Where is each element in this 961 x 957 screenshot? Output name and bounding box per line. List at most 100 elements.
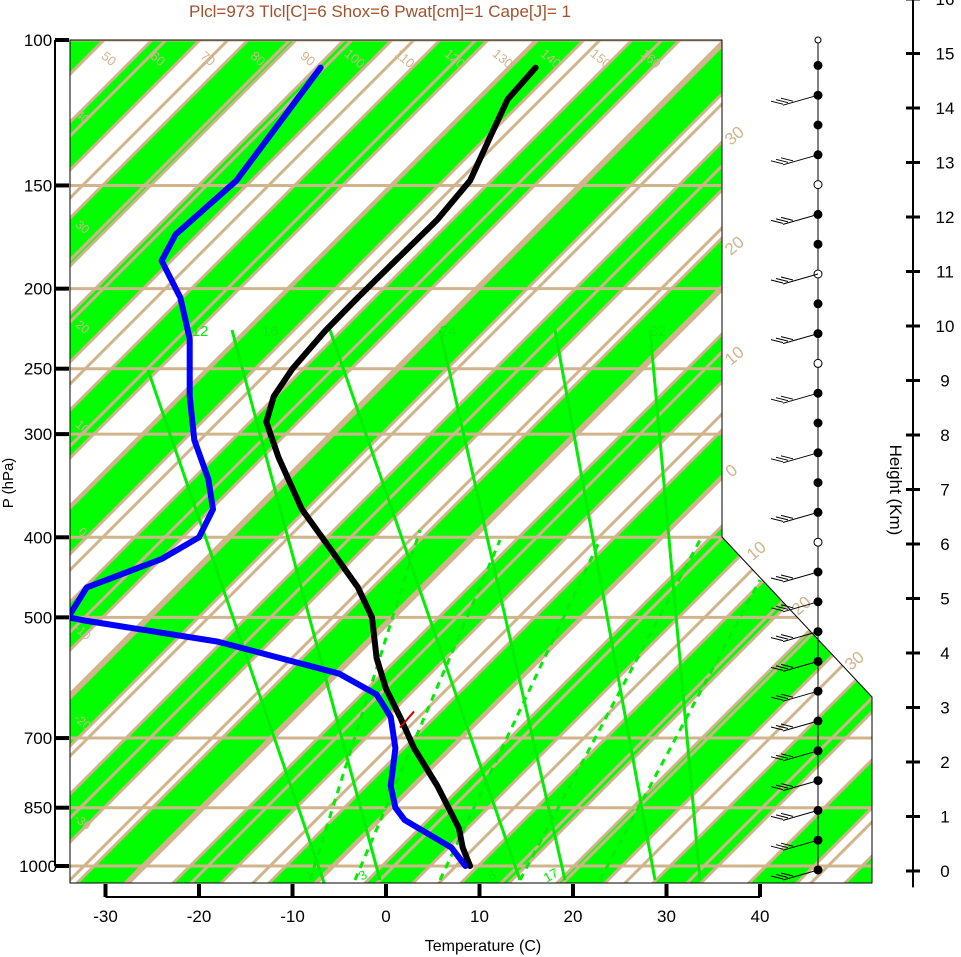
wind-barb: [782, 392, 819, 404]
wind-barb: [782, 869, 819, 881]
green-band: [70, 40, 720, 883]
wind-feather: [780, 216, 794, 221]
wind-dot: [813, 299, 823, 309]
wind-feather: [770, 845, 784, 850]
isotherm-line: [70, 40, 674, 883]
isotherm-line: [490, 40, 872, 883]
wind-feather: [775, 576, 789, 580]
wind-barb: [782, 720, 819, 732]
green-band: [732, 40, 872, 883]
height-tick-label: 7: [940, 481, 949, 500]
x-tick-label: 40: [751, 907, 770, 926]
isotherm-line: [70, 40, 242, 883]
isotherm-line: [70, 40, 482, 883]
wind-feather: [775, 158, 789, 163]
wind-feather: [770, 279, 784, 284]
y-axis: 100 150 200 250 300 400 500 700 850 1000: [19, 31, 69, 876]
green-band: [70, 40, 432, 883]
isotherm-line: [250, 40, 872, 883]
height-tick-label: 1: [940, 808, 949, 827]
isotherm-line: [0, 0, 48, 900]
height-tick-label: 6: [940, 535, 949, 554]
wind-feather: [780, 97, 794, 102]
wind-feather: [775, 665, 789, 670]
height-tick-label: 3: [940, 699, 949, 718]
height-tick-label: 5: [940, 590, 949, 609]
green-band: [540, 40, 872, 883]
height-tick-label: 16: [936, 0, 955, 9]
isotherm-line: [70, 40, 770, 883]
adiabat-label: 30: [841, 647, 868, 674]
isotherm-line: [730, 40, 872, 883]
adiabat-line: [234, 40, 872, 883]
wind-top-dot: [814, 36, 822, 44]
wind-feather: [770, 815, 784, 820]
adiabat-line: [420, 40, 872, 883]
wind-dot: [813, 120, 823, 130]
isotherm-line: [538, 40, 872, 883]
adiabat-line: [482, 40, 872, 883]
dry-adiabat-dashed: [598, 579, 762, 881]
wind-feather: [780, 842, 794, 847]
y-tick-label: 400: [24, 528, 52, 547]
wind-dot: [813, 358, 823, 368]
wind-barb: [782, 780, 819, 792]
wind-feather: [770, 756, 784, 761]
adiabat-line: [606, 40, 872, 883]
height-tick-label: 14: [936, 99, 955, 118]
adiabat-line: [70, 40, 394, 883]
adiabat-line: [70, 40, 766, 883]
adiabat-label: 0: [722, 460, 741, 481]
wind-dot: [813, 180, 823, 190]
wind-barb: [782, 660, 819, 672]
height-tick-label: 13: [936, 154, 955, 173]
wind-feather: [775, 605, 789, 610]
adiabat-line: [70, 40, 828, 883]
adiabat-line: [172, 40, 872, 883]
wind-feather: [775, 844, 789, 849]
wind-dot: [813, 418, 823, 428]
mixing-ratio-label: 32: [650, 323, 667, 340]
wind-feather: [770, 577, 784, 582]
adiabat-label: 20: [721, 232, 748, 259]
wind-barb: [782, 273, 819, 285]
adiabat-label: 20: [788, 592, 815, 619]
wind-barb: [782, 750, 819, 762]
mixing-ratio-line: [438, 329, 567, 881]
wind-barb: [782, 839, 819, 851]
adiabat-line: [70, 40, 518, 883]
isotherm-line: [70, 40, 338, 883]
x-tick-label: -30: [93, 907, 118, 926]
isotherm-line: [154, 40, 872, 883]
wind-feather: [780, 276, 794, 281]
wind-feather: [775, 754, 789, 759]
height-tick-label: 10: [936, 317, 955, 336]
wind-barb: [782, 94, 819, 106]
isotherm-line: [634, 40, 872, 883]
y-tick-label: 200: [24, 280, 52, 299]
mixing-ratio-label-bottom: 17: [541, 865, 561, 885]
isotherm-line: [442, 40, 872, 883]
wind-feather: [775, 814, 789, 819]
adiabat-line: [70, 40, 580, 883]
wind-dot: [813, 60, 823, 70]
wind-profile: [770, 36, 823, 881]
height-tick-label: 12: [936, 208, 955, 227]
isotherm-line: [70, 40, 722, 883]
height-tick-label: 9: [940, 372, 949, 391]
dry-adiabat-dashed: [353, 539, 502, 881]
wind-barb: [782, 333, 819, 345]
wind-feather: [775, 397, 789, 402]
height-axis-title: Height (Km): [886, 445, 905, 536]
x-axis: -30 -20 -10 0 10 20 30 40: [93, 884, 769, 926]
adiabat-label: 30: [721, 122, 748, 149]
dry-adiabat-dashed: [308, 529, 422, 881]
wind-feather: [775, 337, 789, 342]
x-tick-label: 0: [381, 907, 390, 926]
adiabat-label: 10: [721, 342, 748, 369]
wind-feather: [775, 278, 789, 282]
isotherm-line: [70, 40, 818, 883]
height-tick-label: 2: [940, 753, 949, 772]
